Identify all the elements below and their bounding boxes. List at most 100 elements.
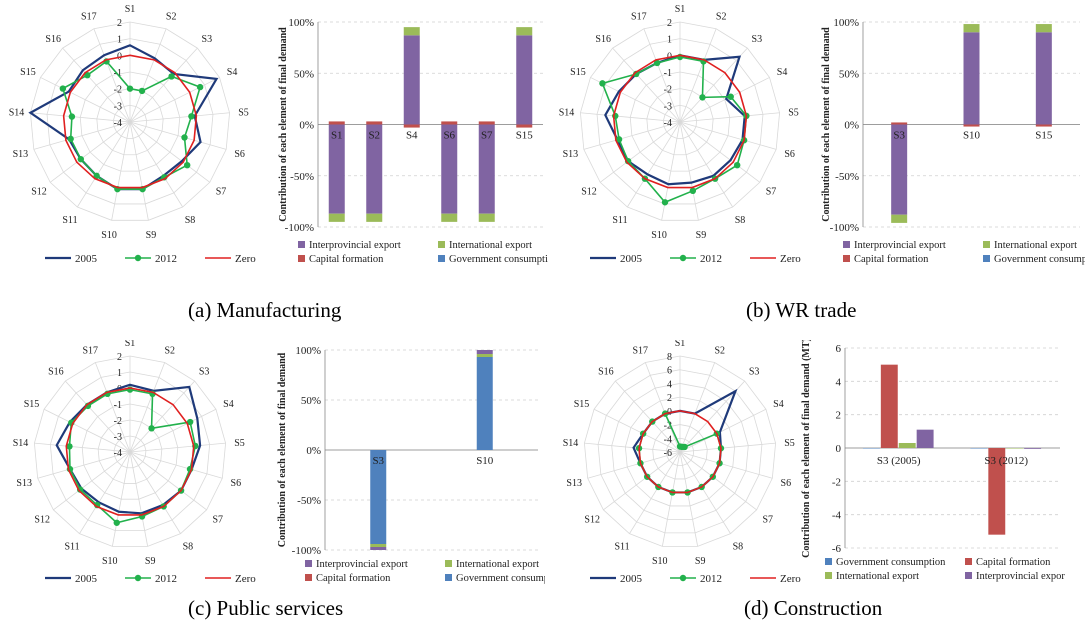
radar-spoke [603, 451, 681, 511]
radar-axis-label-s15: S15 [570, 67, 586, 78]
legend-label-international-export: International export [994, 240, 1077, 251]
radar-line-zero [638, 410, 722, 494]
radar-spoke [49, 121, 131, 183]
legend-swatch-interprovincial-export [305, 560, 312, 567]
radar-spoke [129, 408, 217, 453]
radar-grid-ring [30, 21, 230, 221]
radar-grid-ring [596, 38, 764, 205]
bar-tick-label: -100% [292, 545, 321, 557]
legend-marker-2012 [134, 254, 142, 262]
bar-tick-label: 0% [299, 120, 314, 132]
radar-point-2012 [84, 71, 91, 79]
radar-spoke [129, 47, 198, 123]
bar-international-export-s1 [328, 213, 345, 222]
radar-axis-label-s7: S7 [763, 514, 774, 525]
radar-chart-c: 210-1-2-3-4S1S2S3S4S5S6S7S8S9S10S11S12S1… [13, 340, 257, 585]
legend-label-2005: 2005 [75, 573, 98, 585]
radar-spoke [62, 47, 131, 123]
radar-spoke [129, 451, 207, 511]
bar-tick-label: -50% [835, 171, 859, 183]
radar-spoke [43, 408, 131, 453]
radar-spoke [590, 77, 681, 123]
radar-grid-ring [646, 88, 714, 156]
panel-wr-trade: 2 1 0 -1 -2 -3 -4 S1 S2 S3 S4 S5 S6 S7 S8 S9 S10 S11 S12 S1… [545, 0, 1086, 280]
radar-spoke [587, 451, 681, 479]
bar-interprovincial-export-s15 [1035, 32, 1052, 125]
radar-point-2012 [93, 172, 100, 180]
radar-axis-label-s7: S7 [213, 514, 224, 525]
legend-label-interprovincial-export: Interprovincial export [309, 240, 401, 251]
radar-spoke [79, 451, 131, 534]
bar-international-export-s3 [370, 544, 387, 547]
bar-capital-formation-s2 [366, 121, 383, 125]
bar-interprovincial-export-s15 [516, 35, 533, 125]
radar-axis-label-s6: S6 [231, 478, 242, 489]
radar-axis-label-s1: S1 [125, 340, 136, 349]
bar-capital-formation-s10 [963, 124, 980, 127]
radar-point-2012 [138, 87, 146, 95]
bar-government-consumption-s3 [370, 450, 387, 544]
bar-tick-label: 4 [836, 376, 842, 388]
bar-international-export-s3-2005 [898, 443, 916, 448]
radar-grid-ring [665, 437, 695, 466]
radar-tick-label: -3 [114, 432, 122, 443]
radar-spoke [129, 362, 166, 453]
radar-spoke [37, 451, 131, 479]
radar-grid-ring [624, 396, 736, 507]
radar-spoke [679, 362, 716, 453]
bar-category-label: S3 (2005) [877, 455, 921, 467]
radar-axis-label-s12: S12 [584, 514, 600, 525]
radar-tick-label: 8 [667, 352, 672, 363]
bar-international-export-s2 [366, 213, 383, 222]
legend-swatch-interprovincial-export [965, 572, 972, 579]
bar-y-axis-label: Contribution of each element of final de… [277, 352, 288, 547]
radar-spoke [129, 451, 181, 534]
bar-category-label: S1 [331, 130, 343, 142]
radar-tick-label: 6 [667, 366, 672, 377]
radar-axis-label-s10: S10 [102, 556, 118, 567]
bar-capital-formation-s7 [478, 121, 495, 125]
radar-axis-label-s1: S1 [125, 4, 136, 15]
radar-axis-label-s6: S6 [784, 149, 795, 160]
legend-swatch-interprovincial-export [298, 241, 305, 248]
radar-axis-label-s7: S7 [766, 187, 777, 198]
legend-label-zero: Zero [780, 573, 801, 585]
bar-category-label: S15 [1035, 130, 1053, 142]
legend-swatch-international-export [438, 241, 445, 248]
bar-tick-label: -50% [290, 171, 314, 183]
radar-axis-label-s9: S9 [145, 556, 156, 567]
bar-y-axis-label: Contribution of each element of final de… [278, 27, 289, 222]
radar-point-2012 [689, 187, 697, 195]
legend-label-2005: 2005 [620, 573, 643, 585]
legend-label-zero: Zero [235, 253, 256, 265]
caption-d: (d) Construction [744, 596, 883, 620]
radar-spoke [129, 28, 167, 123]
radar-axis-label-s11: S11 [612, 215, 627, 226]
bar-interprovincial-export-s6 [441, 124, 458, 214]
radar-tick-label: 1 [117, 35, 122, 46]
radar-axis-label-s10: S10 [652, 556, 668, 567]
legend-label-international-export: International export [456, 559, 539, 570]
radar-axis-label-s12: S12 [581, 187, 597, 198]
bar-interprovincial-export-s1 [328, 124, 345, 214]
bar-interprovincial-export-s3-2012 [1024, 448, 1042, 449]
radar-point-2012 [186, 418, 194, 426]
bar-international-export-s10 [476, 354, 493, 357]
radar-tick-label: -2 [664, 85, 672, 96]
bar-y-axis-label: Contribution of each element of final de… [821, 27, 832, 222]
bar-tick-label: -100% [285, 222, 314, 234]
bar-international-export-s4 [403, 27, 420, 36]
radar-spoke [77, 121, 131, 208]
legend-label-interprovincial-export: Interprovincial export [976, 571, 1065, 582]
radar-spoke [40, 77, 131, 123]
caption-c: (c) Public services [188, 596, 344, 620]
radar-grid-ring [580, 21, 780, 221]
radar-spoke [129, 121, 183, 208]
radar-axis-label-s14: S14 [13, 438, 29, 449]
radar-line-2012 [601, 56, 748, 204]
bar-tick-label: 0% [306, 445, 321, 457]
bar-category-label: S7 [481, 130, 493, 142]
radar-spoke [679, 451, 773, 479]
radar-tick-label: -4 [664, 118, 672, 129]
radar-point-2012 [661, 199, 669, 206]
